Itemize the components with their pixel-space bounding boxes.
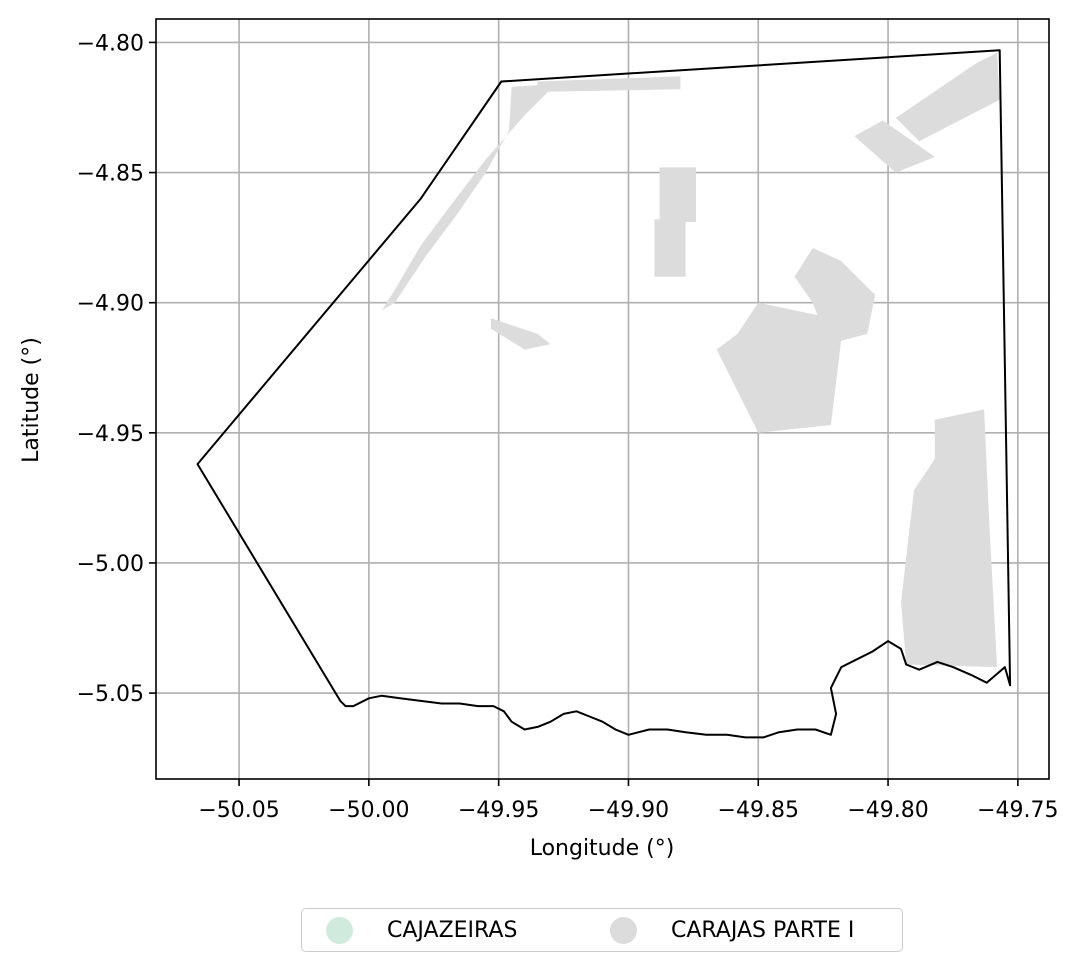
region-polygon[interactable] (794, 248, 876, 345)
boundary-outline (196, 49, 1012, 739)
x-tick-label: −49.90 (588, 798, 669, 823)
y-tick-label: −4.95 (77, 422, 144, 447)
y-axis-label: Latitude (°) (19, 337, 44, 463)
legend: CAJAZEIRAS CARAJAS PARTE I (301, 908, 903, 952)
y-axis-ticks: −4.80 −4.85 −4.90 −4.95 −5.00 −5.05 (77, 31, 156, 707)
legend-item-carajas-parte-i[interactable]: CARAJAS PARTE I (610, 909, 854, 951)
x-tick-label: −50.05 (198, 798, 279, 823)
x-tick-label: −49.95 (458, 798, 539, 823)
region-polygon[interactable] (537, 76, 681, 92)
y-tick-label: −4.80 (77, 31, 144, 56)
y-tick-label: −4.85 (77, 162, 144, 187)
region-polygon[interactable] (659, 167, 696, 222)
y-tick-label: −5.00 (77, 552, 144, 577)
region-polygon[interactable] (490, 318, 551, 350)
x-tick-label: −49.80 (847, 798, 928, 823)
y-tick-label: −4.90 (77, 292, 144, 317)
region-polygon[interactable] (854, 120, 935, 173)
x-axis-label: Longitude (°) (530, 836, 675, 861)
x-tick-label: −50.00 (328, 798, 409, 823)
x-tick-label: −49.75 (977, 798, 1058, 823)
cajazeiras-swatch-icon (326, 916, 353, 944)
region-polygon[interactable] (901, 409, 998, 668)
legend-label-carajas-parte-i: CARAJAS PARTE I (671, 917, 855, 943)
region-polygon[interactable] (895, 52, 1000, 142)
region-polygon[interactable] (381, 84, 556, 311)
region-polygon[interactable] (654, 219, 686, 277)
legend-label-cajazeiras: CAJAZEIRAS (387, 917, 518, 943)
plot-frame (155, 18, 1050, 780)
y-tick-label: −5.05 (77, 682, 144, 707)
carajas-swatch-icon (610, 916, 637, 944)
region-polygon[interactable] (716, 302, 842, 433)
legend-item-cajazeiras[interactable]: CAJAZEIRAS (326, 909, 517, 951)
municipality-boundary (196, 49, 1012, 739)
carajas-parte-i-region[interactable] (381, 52, 1000, 668)
x-axis-ticks: −50.05 −50.00 −49.95 −49.90 −49.85 −49.80 −49.… (198, 779, 1059, 823)
x-tick-label: −49.85 (718, 798, 799, 823)
